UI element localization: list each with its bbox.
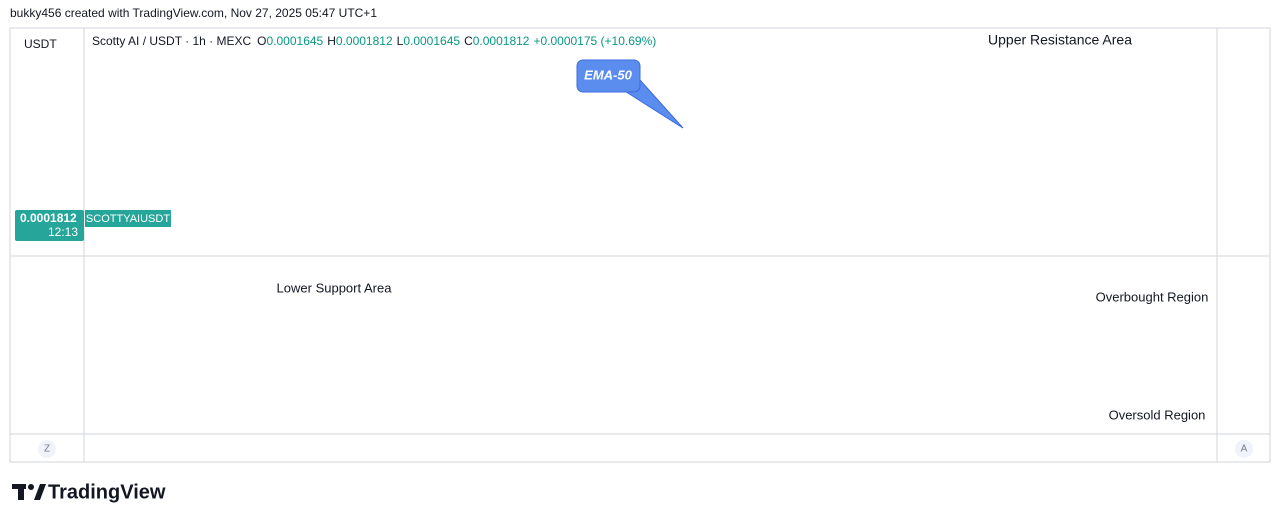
scale-button[interactable] <box>38 440 56 458</box>
annotation: Lower Support Area <box>277 280 393 295</box>
logo-icon <box>12 484 46 500</box>
ohlc-label: C <box>464 34 473 48</box>
auto-button[interactable] <box>1235 440 1253 458</box>
ohlc-value: 0.0001645 <box>403 34 460 48</box>
annotation: Oversold Region <box>1109 407 1206 422</box>
ohlc-label: O <box>257 34 266 48</box>
change: +0.0000175 (+10.69%) <box>533 34 656 48</box>
symbol-tag <box>85 210 171 227</box>
brand: TradingView <box>48 481 166 503</box>
last-price-box <box>15 210 84 241</box>
ohlc-value: 0.0001645 <box>267 34 324 48</box>
symbol: Scotty AI / USDT · 1h · MEXC <box>92 34 251 48</box>
symbol-tag-text: SCOTTYAIUSDT <box>86 213 170 225</box>
ohlc-value: 0.0001812 <box>336 34 393 48</box>
unit-label: USDT <box>24 37 57 51</box>
chart-frame <box>9 27 1271 463</box>
logo-shape <box>18 484 24 500</box>
last-price: 0.0001812 <box>20 211 77 225</box>
ema-callout: EMA-50 <box>576 59 684 129</box>
ohlc-label: H <box>327 34 336 48</box>
annotation: Overbought Region <box>1096 289 1209 304</box>
callout-text: EMA-50 <box>584 67 632 82</box>
credit: bukky456 created with TradingView.com, N… <box>10 6 377 20</box>
countdown: 12:13 <box>48 225 78 239</box>
legend: Scotty AI / USDT · 1h · MEXC O0.0001645 H0… <box>92 34 656 48</box>
ohlc-value: 0.0001812 <box>473 34 530 48</box>
ohlc-label: L <box>397 34 404 48</box>
annotation: Upper Resistance Area <box>988 32 1132 48</box>
logo-shape <box>28 484 34 490</box>
logo-shape <box>34 484 46 500</box>
auto-button-label[interactable]: A <box>1241 444 1248 455</box>
scale-button-label[interactable]: Z <box>44 444 50 455</box>
callout-box <box>576 59 641 93</box>
